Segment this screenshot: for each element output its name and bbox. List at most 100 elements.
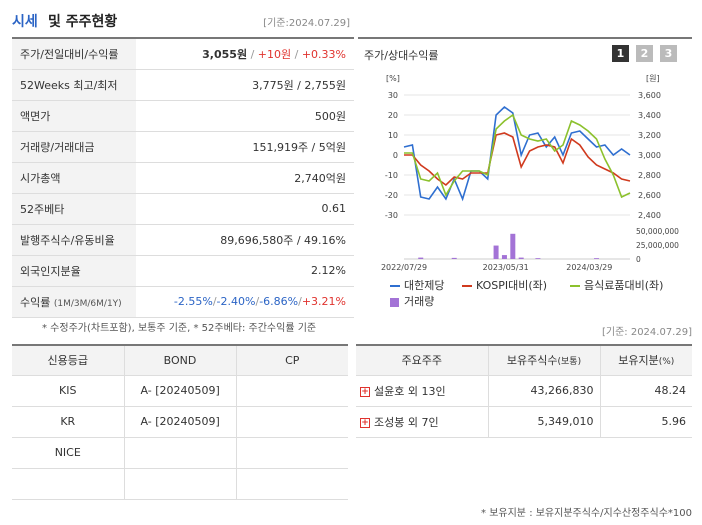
holder-name-cell: + 설윤호 외 13인 [356,375,489,407]
legend-volume: 거래량 [390,293,434,309]
holder-ratio-cell: 48.24 [600,375,692,407]
right-tick-label: 3,400 [638,111,661,120]
legend-sector: 음식료품대비(좌) [570,277,663,293]
row-label: 액면가 [12,100,136,132]
x-tick-label: 2023/05/31 [483,263,529,272]
return-6m: -6.86% [259,295,299,308]
x-tick-label: 2024/03/29 [566,263,612,272]
std-date: [기준:2024.07.29] [263,18,350,29]
series-line-sector [404,113,631,199]
agency-cell: NICE [12,437,125,469]
right-tick-label: 2,800 [638,171,661,180]
x-tick-label: 2022/07/29 [381,263,427,272]
table-row: KIS A- [20240509] [12,375,348,407]
right-tick-label: 2,400 [638,211,661,220]
row-label: 시가총액 [12,162,136,194]
chart-panel: 주가/상대수익률 1 2 3 [%] [원] 30 20 10 0 -10 -20 -30 3,6… [358,37,692,314]
left-tick-label: 10 [388,131,398,140]
chart-page-3-button[interactable]: 3 [660,45,677,62]
row-label: 거래량/거래대금 [12,131,136,163]
right-tick-label: 3,000 [638,151,661,160]
table-row: NICE [12,437,348,469]
table-row: 수익률 (1M/3M/6M/1Y) -2.55%/-2.40%/-6.86%/+… [12,286,354,318]
row-value: 3,775원 / 2,755원 [136,69,354,101]
col-header: 보유지분(%) [600,345,692,376]
expand-plus-icon[interactable]: + [360,386,370,397]
series-line-company [403,105,631,202]
std-date-2: [기준: 2024.07.29] [601,327,692,338]
right-tick-label: 3,600 [638,91,661,100]
volume-tick-label: 0 [636,255,641,264]
holders-note: * 보유지분 : 보유지분주식수/지수산정주식수*100 [481,508,692,519]
bond-cell [124,437,237,469]
holder-shares-cell: 43,266,830 [488,375,601,407]
return-3m: -2.40% [216,295,256,308]
section-header: 시세 및 주주현황 [기준:2024.07.29] [12,8,350,34]
stock-note: * 수정주가(차트포함), 보통주 기준, * 52주베타: 주간수익률 기준 [42,323,317,334]
chart-title: 주가/상대수익률 [364,49,439,62]
left-tick-label: -30 [385,211,398,220]
row-value: 500원 [136,100,354,132]
table-row: 거래량/거래대금 151,919주 / 5억원 [12,131,354,163]
table-row: 52Weeks 최고/최저 3,775원 / 2,755원 [12,69,354,101]
left-tick-label: 20 [388,111,398,120]
row-label: 주가/전일대비/수익률 [12,38,136,70]
left-tick-label: -10 [385,171,398,180]
agency-cell [12,468,125,500]
volume-bar [594,258,600,259]
return-1m: -2.55% [173,295,213,308]
row-value: 2,740억원 [136,162,354,194]
series-line-kospi [404,132,631,187]
col-header: BOND [124,345,237,376]
row-value: -2.55%/-2.40%/-6.86%/+3.21% [136,286,354,318]
table-row: 발행주식수/유동비율 89,696,580주 / 49.16% [12,224,354,256]
row-label-sub: (1M/3M/6M/1Y) [53,298,122,309]
holder-ratio-cell: 5.96 [600,406,692,438]
change-value: +10원 [257,47,292,61]
volume-bar [510,233,516,259]
volume-bar [493,245,499,259]
volume-bar [418,257,424,259]
table-row: 52주베타 0.61 [12,193,354,225]
left-tick-label: 30 [388,91,398,100]
volume-bar [518,257,524,259]
left-tick-label: -20 [385,191,398,200]
cp-cell [236,375,348,407]
holder-name-cell: + 조성봉 외 7인 [356,406,489,438]
cp-cell [236,468,348,500]
table-row: + 조성봉 외 7인 5,349,010 5.96 [356,406,692,438]
cp-cell [236,437,348,469]
chart-page-1-button[interactable]: 1 [612,45,629,62]
agency-cell: KIS [12,375,125,407]
left-axis-unit: [%] [386,74,400,83]
volume-tick-label: 50,000,000 [636,227,679,236]
shareholders-table: 주요주주 보유주식수(보통) 보유지분(%) + 설윤호 외 13인 43,266… [356,344,692,438]
left-tick-label: 0 [393,151,398,160]
row-value: 89,696,580주 / 49.16% [136,224,354,256]
agency-cell: KR [12,406,125,438]
bond-cell: A- [20240509] [124,406,237,438]
chart-page-2-button[interactable]: 2 [636,45,653,62]
row-label: 52Weeks 최고/최저 [12,69,136,101]
bond-cell [124,468,237,500]
volume-bar [501,255,507,259]
col-header: CP [236,345,348,376]
volume-bar [451,257,457,259]
volume-tick-label: 25,000,000 [636,241,679,250]
stock-info-table: 주가/전일대비/수익률 3,055원 / +10원 / +0.33% 52Wee… [12,37,354,318]
cp-cell [236,406,348,438]
table-header-row: 신용등급 BOND CP [12,345,348,376]
section-title-rest: 및 주주현황 [48,14,118,30]
right-tick-label: 3,200 [638,131,661,140]
right-tick-label: 2,600 [638,191,661,200]
row-value: 0.61 [136,193,354,225]
row-value: 2.12% [136,255,354,287]
row-value: 151,919주 / 5억원 [136,131,354,163]
expand-plus-icon[interactable]: + [360,417,370,428]
holder-shares-cell: 5,349,010 [488,406,601,438]
table-row: 시가총액 2,740억원 [12,162,354,194]
table-row: KR A- [20240509] [12,406,348,438]
row-label: 52주베타 [12,193,136,225]
section-title-main: 시세 [12,14,38,30]
volume-bar [535,258,541,259]
